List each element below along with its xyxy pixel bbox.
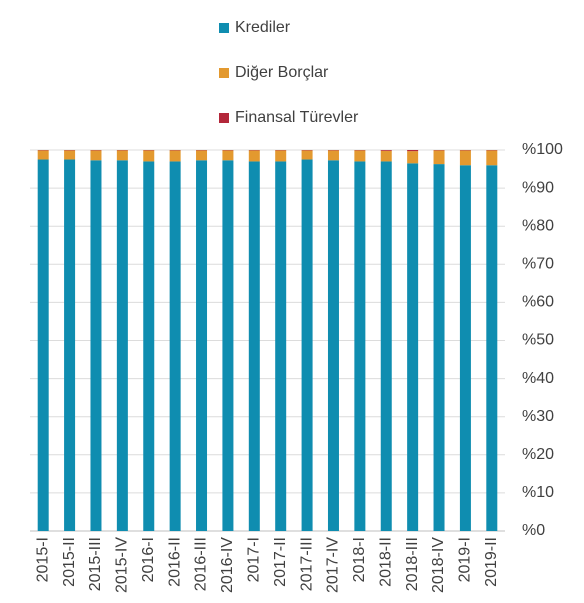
bar-segment (143, 150, 155, 162)
bar-segment (275, 161, 287, 531)
x-tick-label: 2017-II (272, 537, 289, 587)
bar-segment (248, 150, 260, 162)
legend-swatch (219, 68, 229, 78)
bar-segment (486, 165, 498, 532)
x-tick-label: 2017-III (298, 537, 315, 591)
bar-segment (196, 150, 208, 161)
bar-segment (196, 160, 208, 532)
y-tick-label: %20 (522, 446, 554, 463)
bar-segment (459, 150, 471, 166)
bar-segment (64, 150, 76, 160)
bar-segment (222, 150, 234, 161)
bar-segment (301, 150, 313, 160)
bar-segment (222, 160, 234, 532)
bar-segment (327, 150, 339, 161)
y-tick-label: %60 (522, 294, 554, 311)
bar-segment (37, 150, 49, 160)
y-tick-label: %50 (522, 332, 554, 349)
bar-segment (433, 150, 445, 165)
x-tick-label: 2019-I (457, 537, 474, 582)
y-tick-label: %10 (522, 484, 554, 501)
bar-segment (64, 159, 76, 531)
bar-segment (169, 150, 181, 162)
bar-segment (169, 161, 181, 531)
y-tick-label: %80 (522, 217, 554, 234)
x-tick-label: 2019-II (483, 537, 500, 587)
y-tick-label: %40 (522, 370, 554, 387)
bar-segment (37, 159, 49, 531)
bar-segment (354, 161, 366, 531)
bar-segment (116, 150, 128, 161)
x-tick-label: 2016-II (166, 537, 183, 587)
x-tick-label: 2015-IV (114, 537, 131, 593)
legend-label: Diğer Borçlar (235, 64, 329, 81)
bar-segment (301, 159, 313, 531)
y-tick-label: %0 (522, 522, 545, 539)
y-tick-label: %70 (522, 256, 554, 273)
x-tick-label: 2018-III (404, 537, 421, 591)
legend-label: Finansal Türevler (235, 109, 359, 126)
bar-segment (380, 150, 392, 151)
x-tick-label: 2016-IV (219, 537, 236, 593)
x-tick-label: 2018-IV (430, 537, 447, 593)
bar-segment (407, 150, 419, 152)
bar-segment (90, 160, 102, 532)
x-tick-label: 2017-IV (325, 537, 342, 593)
bar-segment (248, 161, 260, 531)
x-tick-label: 2018-I (351, 537, 368, 582)
bar-segment (90, 150, 102, 161)
bar-segment (407, 151, 419, 164)
bar-segment (143, 161, 155, 531)
x-tick-label: 2017-I (246, 537, 263, 582)
x-tick-label: 2016-I (140, 537, 157, 582)
x-tick-label: 2015-III (87, 537, 104, 591)
bar-segment (486, 150, 498, 166)
bar-segment (116, 160, 128, 532)
legend-label: Krediler (235, 19, 291, 36)
bar-segment (354, 150, 366, 162)
x-tick-label: 2015-I (34, 537, 51, 582)
bar-segment (380, 161, 392, 531)
x-tick-label: 2018-II (377, 537, 394, 587)
x-tick-label: 2016-III (193, 537, 210, 591)
x-tick-label: 2015-II (61, 537, 78, 587)
legend-swatch (219, 23, 229, 33)
legend-swatch (219, 113, 229, 123)
y-tick-label: %90 (522, 179, 554, 196)
bar-segment (275, 150, 287, 162)
bar-segment (433, 164, 445, 532)
bar-segment (459, 165, 471, 532)
bar-segment (407, 163, 419, 531)
y-tick-label: %30 (522, 408, 554, 425)
bar-segment (327, 160, 339, 532)
y-tick-label: %100 (522, 141, 563, 158)
bar-segment (380, 150, 392, 162)
